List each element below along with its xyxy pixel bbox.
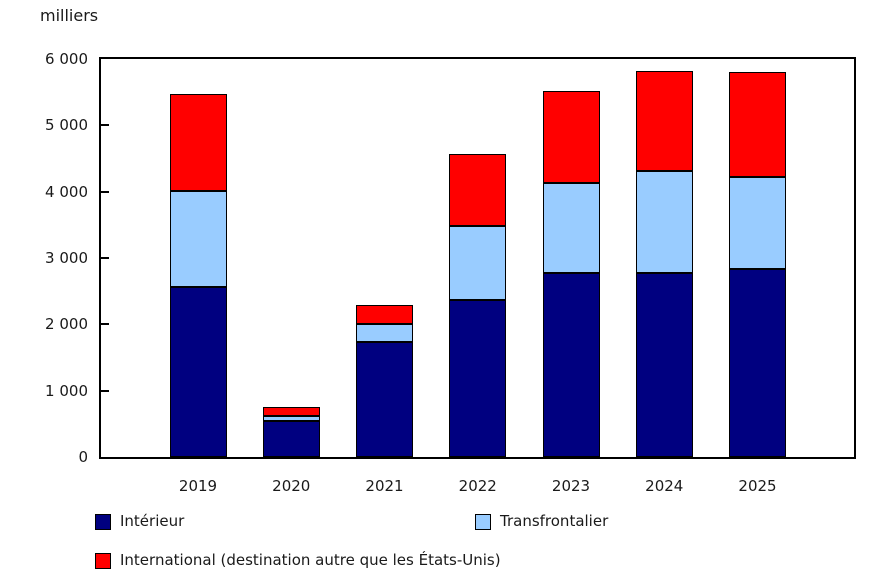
bar-segment [635, 70, 693, 172]
bar-segment [356, 342, 413, 457]
bar-segment [262, 420, 320, 457]
legend-item-interieur: Intérieur [95, 513, 184, 530]
plot-area [99, 57, 856, 459]
y-tick-label: 0 [78, 448, 88, 466]
bar-segment [729, 72, 786, 178]
bar-segment [169, 93, 227, 192]
x-tick-label: 2021 [365, 477, 404, 495]
y-tick-label: 5 000 [45, 116, 88, 135]
y-tick-mark [101, 323, 109, 326]
bar-segment [729, 269, 786, 457]
plot-inner [101, 59, 854, 457]
x-tick-label: 2020 [272, 477, 311, 495]
bar-segment [356, 305, 413, 324]
x-tick-label: 2023 [551, 477, 591, 495]
bar-segment [449, 153, 507, 227]
y-tick-label: 1 000 [45, 381, 88, 400]
x-tick-label: 2024 [645, 477, 684, 495]
legend-label-transfrontalier: Transfrontalier [500, 512, 609, 530]
legend-swatch-transfrontalier [475, 513, 491, 530]
y-tick-mark [101, 124, 109, 127]
bar-segment [542, 183, 600, 274]
y-tick-label: 2 000 [45, 315, 88, 334]
bar-segment [542, 273, 600, 457]
x-tick-label: 2025 [738, 477, 777, 495]
y-tick-mark [101, 389, 109, 392]
y-tick-label: 6 000 [45, 50, 88, 68]
bar-segment [542, 90, 600, 184]
bar-segment [356, 323, 413, 343]
legend-item-transfrontalier: Transfrontalier [475, 513, 608, 530]
legend-label-international: International (destination autre que les… [120, 551, 501, 569]
bar-segment [635, 273, 693, 457]
bar-segment [449, 226, 507, 300]
y-tick-mark [101, 257, 109, 259]
bar-segment [169, 191, 227, 288]
legend-swatch-interieur [95, 513, 111, 530]
legend-label-interieur: Intérieur [120, 512, 185, 530]
bar-segment [729, 177, 786, 270]
x-tick-label: 2022 [458, 477, 497, 495]
y-tick-mark [101, 190, 109, 193]
bar-segment [262, 415, 320, 421]
legend-swatch-international [95, 552, 111, 569]
bar-segment [262, 407, 320, 416]
x-tick-label: 2019 [178, 477, 218, 495]
bar-segment [169, 287, 227, 457]
y-axis-unit-label: milliers [40, 6, 99, 25]
legend-item-international: International (destination autre que les… [95, 552, 501, 569]
bar-segment [449, 299, 507, 457]
bar-segment [635, 171, 693, 274]
y-tick-label: 3 000 [45, 249, 88, 267]
y-tick-label: 4 000 [45, 182, 88, 201]
